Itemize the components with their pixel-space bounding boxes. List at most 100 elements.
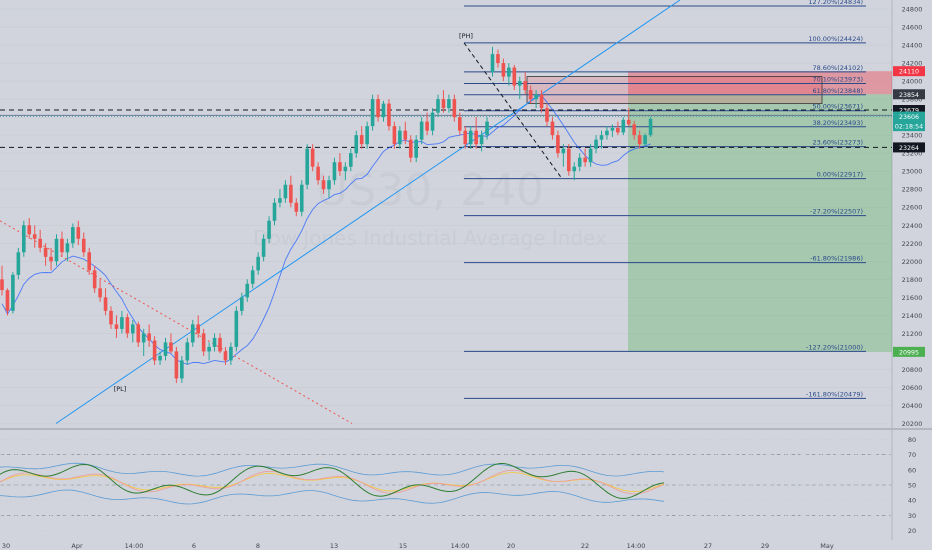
candle-body[interactable] — [163, 342, 168, 356]
candle-body[interactable] — [430, 112, 435, 131]
candle-body[interactable] — [267, 220, 271, 239]
candle-body[interactable] — [92, 270, 97, 289]
candle-body[interactable] — [332, 162, 337, 181]
candle-body[interactable] — [583, 157, 587, 163]
candle-body[interactable] — [512, 67, 517, 86]
candle-body[interactable] — [294, 202, 299, 212]
price-label-badge[interactable] — [893, 89, 925, 100]
candle-body[interactable] — [87, 252, 91, 271]
candle-body[interactable] — [577, 157, 582, 167]
candle-body[interactable] — [567, 148, 571, 172]
candle-body[interactable] — [60, 238, 64, 253]
candle-body[interactable] — [71, 227, 75, 244]
candle-body[interactable] — [539, 94, 544, 109]
candle-body[interactable] — [240, 297, 244, 311]
candle-body[interactable] — [605, 130, 609, 136]
price-label-badge[interactable] — [893, 105, 925, 116]
candle-body[interactable] — [272, 202, 277, 221]
candle-body[interactable] — [572, 166, 577, 172]
candle-body[interactable] — [610, 127, 615, 131]
candle-body[interactable] — [196, 324, 200, 334]
price-label-badge[interactable] — [893, 111, 925, 122]
candle-body[interactable] — [387, 103, 391, 127]
candle-body[interactable] — [38, 238, 42, 248]
candle-body[interactable] — [354, 135, 359, 154]
candle-body[interactable] — [637, 135, 642, 145]
candle-body[interactable] — [588, 148, 593, 163]
candle-body[interactable] — [458, 117, 462, 131]
candle-body[interactable] — [109, 310, 113, 325]
candle-body[interactable] — [229, 346, 233, 361]
candle-body[interactable] — [250, 270, 255, 284]
candle-body[interactable] — [32, 234, 37, 239]
candle-body[interactable] — [621, 119, 626, 133]
candle-body[interactable] — [626, 119, 631, 125]
candle-body[interactable] — [169, 342, 173, 352]
candle-body[interactable] — [501, 63, 506, 77]
candle-body[interactable] — [245, 283, 250, 298]
candle-body[interactable] — [523, 81, 527, 91]
candle-body[interactable] — [414, 139, 418, 158]
candle-body[interactable] — [120, 317, 124, 329]
candle-body[interactable] — [278, 198, 282, 203]
candle-body[interactable] — [468, 130, 473, 145]
candle-body[interactable] — [5, 290, 10, 311]
candle-body[interactable] — [299, 184, 304, 212]
candle-body[interactable] — [370, 99, 375, 127]
candle-body[interactable] — [452, 99, 457, 118]
candle-body[interactable] — [517, 81, 522, 86]
candle-body[interactable] — [180, 360, 184, 379]
candle-body[interactable] — [114, 324, 119, 329]
candle-body[interactable] — [556, 135, 560, 154]
candle-body[interactable] — [436, 99, 440, 113]
candle-body[interactable] — [365, 126, 369, 145]
candles[interactable] — [0, 46, 653, 383]
candle-body[interactable] — [76, 227, 81, 239]
candle-body[interactable] — [22, 225, 26, 253]
candle-body[interactable] — [507, 67, 511, 77]
supply-zone-box[interactable] — [526, 76, 823, 105]
candle-body[interactable] — [131, 324, 135, 334]
candle-body[interactable] — [201, 333, 206, 352]
candle-body[interactable] — [534, 94, 538, 100]
candle-body[interactable] — [223, 351, 228, 361]
candle-body[interactable] — [136, 324, 141, 343]
candle-body[interactable] — [158, 355, 162, 361]
candle-body[interactable] — [321, 180, 326, 190]
take-profit-zone[interactable] — [628, 94, 892, 352]
candle-body[interactable] — [474, 130, 478, 145]
candle-body[interactable] — [528, 90, 533, 100]
candle-body[interactable] — [43, 247, 48, 257]
candle-body[interactable] — [0, 279, 4, 291]
candle-body[interactable] — [463, 130, 468, 145]
candle-body[interactable] — [408, 139, 413, 158]
candle-body[interactable] — [289, 184, 293, 203]
candle-body[interactable] — [327, 180, 331, 190]
candle-body[interactable] — [338, 162, 342, 172]
candle-body[interactable] — [16, 252, 21, 275]
candle-body[interactable] — [349, 153, 353, 167]
candle-body[interactable] — [485, 121, 489, 136]
candle-body[interactable] — [65, 243, 70, 253]
candle-body[interactable] — [81, 238, 86, 253]
uptrend-line[interactable] — [55, 0, 681, 424]
candle-body[interactable] — [616, 127, 620, 133]
candle-body[interactable] — [218, 337, 222, 352]
price-label-badge[interactable] — [893, 142, 925, 153]
candle-body[interactable] — [392, 126, 397, 145]
candle-body[interactable] — [648, 118, 653, 136]
candle-body[interactable] — [594, 139, 598, 149]
candle-body[interactable] — [643, 135, 647, 145]
candle-body[interactable] — [27, 225, 32, 235]
candle-body[interactable] — [632, 124, 636, 136]
time-axis[interactable]: 30 Apr 14:00 6 8 13 15 14:00 20 22 14:00 27 29 May — [2, 542, 834, 550]
candle-body[interactable] — [98, 288, 102, 298]
candle-body[interactable] — [49, 256, 53, 262]
candle-body[interactable] — [256, 256, 260, 271]
price-axis[interactable]: 2480024600244002420024000238002360023400… — [893, 6, 925, 428]
candle-body[interactable] — [441, 99, 446, 109]
candle-body[interactable] — [125, 317, 130, 334]
candle-body[interactable] — [381, 103, 386, 118]
candle-body[interactable] — [141, 333, 146, 343]
